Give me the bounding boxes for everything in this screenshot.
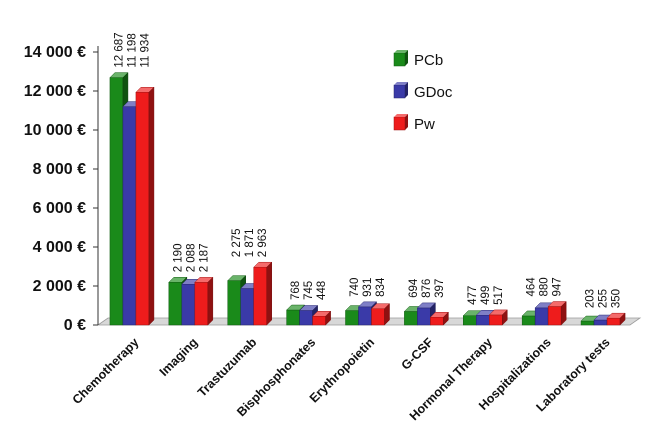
data-label: 397: [434, 279, 446, 298]
legend-label: PCb: [414, 52, 443, 69]
bar-pw: [429, 311, 449, 326]
data-label: 768: [290, 281, 302, 300]
legend-label: Pw: [414, 116, 435, 133]
y-tick-label: 2 000 €: [33, 278, 86, 295]
legend-item-pw: Pw: [393, 114, 435, 133]
category-label: Imaging: [157, 335, 201, 379]
data-label: 11 198: [126, 33, 138, 67]
category-label: G-CSF: [399, 335, 437, 373]
y-tick-label: 14 000 €: [24, 44, 86, 61]
data-label: 2 187: [198, 244, 210, 273]
data-label: 694: [408, 278, 420, 298]
data-label: 517: [493, 286, 505, 305]
data-label: 834: [375, 277, 387, 297]
bar-pw: [547, 300, 567, 326]
y-tick-label: 0 €: [64, 317, 86, 334]
data-label: 876: [421, 279, 433, 298]
y-axis: 0 € 2 000 € 4 000 € 6 000 € 8 000 € 10 000 € 1…: [24, 44, 99, 334]
bar-pw: [312, 310, 332, 326]
data-label: 947: [552, 277, 564, 296]
y-tick-label: 10 000 €: [24, 122, 86, 139]
data-label: 2 190: [172, 244, 184, 273]
data-label: 499: [480, 286, 492, 305]
legend-swatch: [393, 52, 406, 67]
data-label: 11 934: [139, 33, 151, 68]
data-label: 745: [303, 281, 315, 300]
legend-swatch: [393, 84, 406, 99]
legend-item-pcb: PCb: [393, 50, 443, 69]
y-tick-label: 8 000 €: [33, 161, 86, 178]
bar-gdoc: [416, 302, 436, 326]
data-label: 880: [539, 277, 551, 296]
data-label: 12 687: [113, 32, 125, 67]
y-tick-label: 12 000 €: [24, 83, 86, 100]
bars: [109, 71, 626, 326]
data-label: 255: [598, 289, 610, 308]
data-label: 2 088: [185, 244, 197, 273]
category-labels: Chemotherapy ImagingTrastuzumabBisphospho…: [70, 335, 613, 423]
legend-label: GDoc: [414, 84, 453, 101]
data-label: 350: [611, 289, 623, 308]
data-label: 477: [467, 286, 479, 305]
data-label: 448: [316, 281, 328, 300]
category-label: Chemotherapy: [70, 335, 142, 407]
data-label: 931: [362, 278, 374, 297]
bar-pw: [370, 303, 391, 326]
category-label: Trastuzumab: [195, 335, 260, 400]
bar-pw: [135, 86, 155, 326]
bar-pw: [194, 276, 214, 326]
y-tick-label: 4 000 €: [33, 239, 86, 256]
data-label: 2 963: [257, 228, 269, 257]
data-label: 2 275: [231, 228, 243, 257]
data-label: 740: [349, 278, 361, 297]
y-tick-label: 6 000 €: [33, 200, 86, 217]
bar-gdoc: [357, 301, 378, 326]
legend: PCb GDoc Pw: [393, 50, 453, 133]
bar-pw: [253, 261, 273, 326]
data-label: 1 871: [244, 228, 256, 257]
data-label: 203: [585, 289, 597, 308]
bar-pw: [488, 309, 508, 326]
legend-item-gdoc: GDoc: [393, 82, 453, 101]
data-label: 464: [526, 277, 538, 297]
legend-swatch: [393, 116, 406, 131]
bar-pw: [606, 312, 626, 326]
data-labels: 12 687 11 198 11 934 2 190 2 088 2 187 2 275 1 …: [113, 32, 622, 308]
